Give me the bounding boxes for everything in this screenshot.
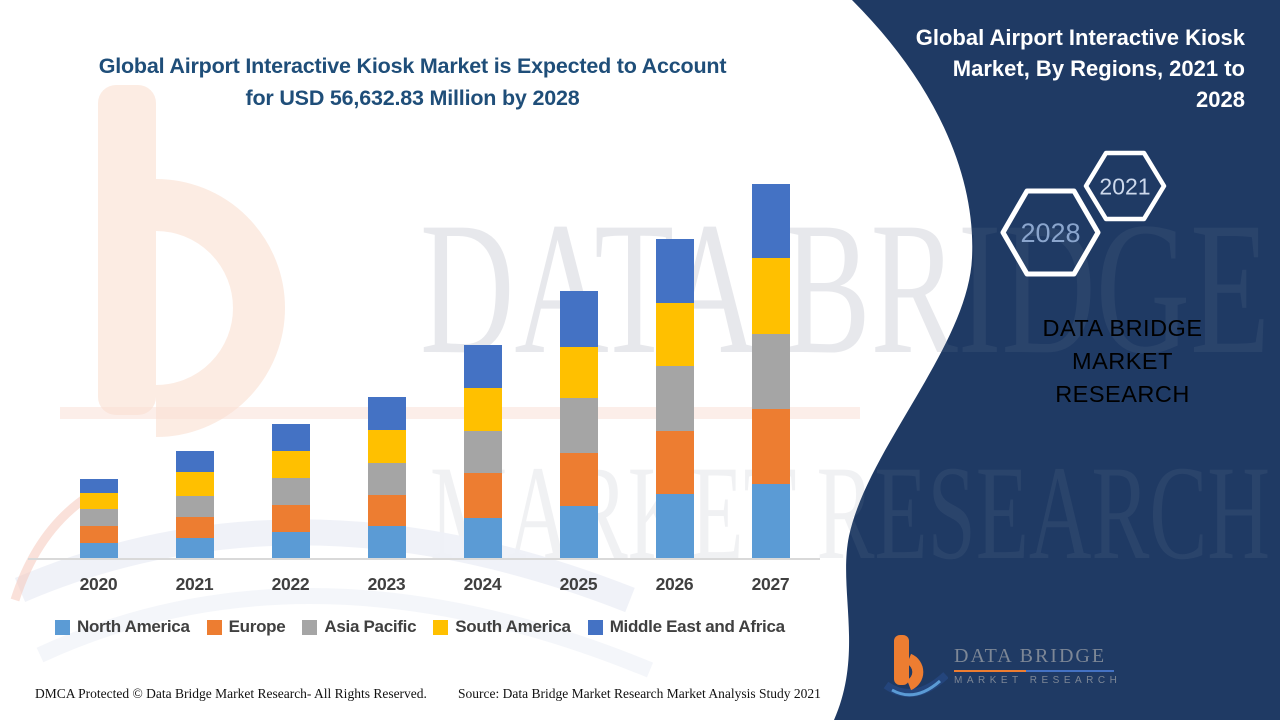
bar-segment-europe-2024 [463, 473, 502, 518]
hexagon-front-label: 2021 [1099, 174, 1150, 200]
panel-title-line1: Global Airport Interactive Kiosk [915, 25, 1245, 50]
logo-divider [954, 670, 1114, 672]
legend-item-south-america: South America [433, 617, 571, 637]
bar-2022 [271, 424, 310, 559]
bar-2027 [751, 184, 790, 559]
bar-segment-south-america-2023 [367, 430, 406, 463]
bar-segment-asia-pacific-2023 [367, 463, 406, 495]
bar-segment-north-america-2027 [751, 484, 790, 559]
company-logo-icon [883, 635, 948, 697]
bar-segment-south-america-2020 [79, 493, 118, 509]
x-axis-label-2026: 2026 [655, 574, 694, 594]
brand-wordmark-line2: RESEARCH [1055, 380, 1190, 407]
bar-segment-south-america-2027 [751, 258, 790, 334]
logo-name-text: DATA BRIDGE [954, 645, 1107, 667]
legend-label: Europe [228, 617, 286, 636]
bar-segment-middle-east-and-africa-2020 [79, 479, 118, 493]
bar-segment-north-america-2026 [655, 494, 694, 559]
x-axis-line [28, 558, 820, 560]
bar-segment-south-america-2022 [271, 451, 310, 478]
hexagon-badge-2021: 2021 [1083, 150, 1167, 222]
legend-swatch-icon [587, 619, 603, 635]
bar-segment-middle-east-and-africa-2022 [271, 424, 310, 451]
bar-segment-south-america-2021 [175, 472, 214, 496]
chart-legend: North America Europe Asia Pacific South Ame… [55, 617, 845, 637]
page-title: Global Airport Interactive Kiosk Market … [40, 50, 785, 115]
brand-wordmark-line1: DATA BRIDGE MARKET [1042, 315, 1203, 374]
bar-2023 [367, 397, 406, 559]
bar-segment-asia-pacific-2025 [559, 398, 598, 453]
hexagon-badge-2028: 2028 [1000, 188, 1101, 277]
panel-title: Global Airport Interactive Kiosk Market,… [880, 22, 1245, 116]
bar-segment-europe-2025 [559, 453, 598, 506]
bar-segment-north-america-2021 [175, 538, 214, 559]
legend-label: Middle East and Africa [609, 617, 785, 636]
bar-2020 [79, 479, 118, 559]
svg-text:MARKET RESEARCH: MARKET RESEARCH [430, 439, 1270, 588]
bar-segment-asia-pacific-2026 [655, 366, 694, 431]
brand-wordmark: DATA BRIDGE MARKET RESEARCH [990, 312, 1255, 411]
bar-segment-north-america-2025 [559, 506, 598, 559]
x-axis-label-2020: 2020 [79, 574, 118, 594]
bar-segment-europe-2020 [79, 526, 118, 543]
logo-subtitle-text: MARKET RESEARCH [954, 675, 1122, 686]
legend-label: North America [77, 617, 190, 636]
legend-label: South America [455, 617, 571, 636]
stacked-bar-chart [0, 170, 850, 559]
x-axis-label-2023: 2023 [367, 574, 406, 594]
bar-segment-middle-east-and-africa-2025 [559, 291, 598, 347]
bar-segment-south-america-2026 [655, 303, 694, 366]
bar-2026 [655, 239, 694, 559]
bar-segment-asia-pacific-2020 [79, 509, 118, 526]
x-axis-label-2022: 2022 [271, 574, 310, 594]
legend-item-europe: Europe [206, 617, 286, 637]
bar-segment-middle-east-and-africa-2024 [463, 345, 502, 388]
bar-segment-europe-2023 [367, 495, 406, 526]
legend-swatch-icon [206, 619, 222, 635]
bar-segment-north-america-2024 [463, 518, 502, 559]
bar-segment-middle-east-and-africa-2023 [367, 397, 406, 430]
bar-segment-asia-pacific-2027 [751, 334, 790, 409]
bar-segment-middle-east-and-africa-2021 [175, 451, 214, 472]
hexagon-back-label: 2028 [1020, 218, 1080, 248]
legend-item-north-america: North America [55, 617, 190, 637]
panel-title-line2: Market, By Regions, 2021 to [952, 56, 1245, 82]
bar-segment-middle-east-and-africa-2026 [655, 239, 694, 303]
page-title-line1: Global Airport Interactive Kiosk Market … [98, 54, 727, 78]
bar-segment-europe-2026 [655, 431, 694, 494]
x-axis-label-2027: 2027 [751, 574, 790, 594]
page-title-line2: for USD 56,632.83 Million by 2028 [245, 86, 580, 111]
bar-segment-north-america-2022 [271, 532, 310, 559]
bar-segment-asia-pacific-2021 [175, 496, 214, 517]
bar-segment-north-america-2023 [367, 526, 406, 559]
bar-segment-middle-east-and-africa-2027 [751, 184, 790, 258]
x-axis-label-2025: 2025 [559, 574, 598, 594]
right-panel-background [834, 0, 1280, 720]
bar-2025 [559, 291, 598, 559]
bar-2024 [463, 345, 502, 559]
bar-segment-europe-2027 [751, 409, 790, 484]
legend-item-middle-east-and-africa: Middle East and Africa [587, 617, 785, 637]
bar-2021 [175, 451, 214, 559]
x-axis-label-2024: 2024 [463, 574, 502, 594]
footer-source-note: Source: Data Bridge Market Research Mark… [458, 686, 821, 701]
legend-swatch-icon [433, 619, 449, 635]
legend-swatch-icon [55, 619, 70, 635]
legend-label: Asia Pacific [324, 617, 417, 636]
bar-segment-south-america-2024 [463, 388, 502, 431]
bar-segment-south-america-2025 [559, 347, 598, 398]
legend-item-asia-pacific: Asia Pacific [302, 617, 417, 637]
bar-segment-north-america-2020 [79, 543, 118, 559]
x-axis-labels: 2020 2021 2022 2023 2024 2025 2026 2027 [0, 574, 850, 598]
footer-dmca-notice: DMCA Protected © Data Bridge Market Rese… [35, 686, 427, 701]
bar-segment-europe-2021 [175, 517, 214, 538]
panel-title-line3: 2028 [1196, 87, 1245, 113]
company-logo: DATA BRIDGE MARKET RESEARCH [882, 633, 1132, 703]
bar-segment-asia-pacific-2022 [271, 478, 310, 505]
bar-segment-europe-2022 [271, 505, 310, 532]
x-axis-label-2021: 2021 [175, 574, 214, 594]
bar-segment-asia-pacific-2024 [463, 431, 502, 473]
legend-swatch-icon [302, 619, 318, 635]
